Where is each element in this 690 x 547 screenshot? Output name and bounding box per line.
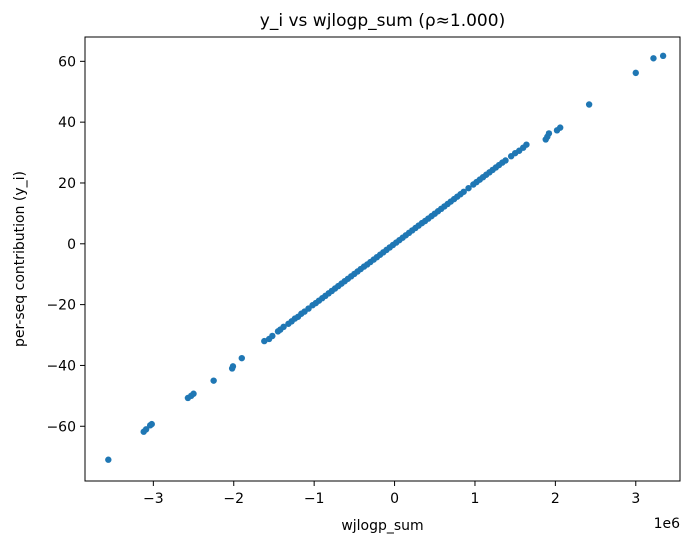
data-point	[210, 377, 217, 384]
data-point	[460, 188, 467, 195]
data-point	[545, 130, 553, 137]
y-tick-label: −20	[46, 298, 76, 314]
x-tick-label: −2	[223, 491, 244, 507]
data-point	[148, 420, 155, 428]
x-tick-label: −1	[304, 491, 325, 507]
y-axis-ticks: −60 −40 −20 0 20 40 60	[46, 54, 85, 435]
x-tick-label: 3	[631, 491, 640, 507]
y-axis-label: per-seq contribution (y_i)	[12, 171, 28, 347]
y-tick-label: 40	[58, 115, 76, 131]
data-point	[261, 337, 268, 345]
x-axis-label: wjlogp_sum	[341, 518, 423, 534]
data-point	[269, 332, 276, 340]
x-axis-ticks: −3 −2 −1 0 1 2 3	[143, 481, 640, 507]
data-point	[280, 323, 287, 331]
data-point	[632, 69, 639, 77]
data-point	[659, 52, 667, 60]
x-axis-offset-label: 1e6	[654, 516, 681, 532]
plot-frame	[84, 36, 681, 482]
x-tick-label: 0	[390, 491, 399, 507]
data-point	[557, 124, 564, 131]
data-point	[190, 390, 197, 397]
x-tick-label: 1	[471, 491, 480, 507]
data-point	[229, 363, 237, 370]
data-point	[238, 354, 245, 362]
data-point	[465, 184, 472, 192]
data-point	[650, 55, 657, 62]
x-tick-label: 2	[551, 491, 560, 507]
data-point	[105, 456, 112, 463]
y-tick-label: 0	[67, 237, 76, 253]
y-tick-label: −60	[46, 419, 76, 435]
chart-title: y_i vs wjlogp_sum (ρ≈1.000)	[260, 11, 505, 31]
data-point	[523, 141, 530, 148]
y-tick-label: −40	[46, 358, 76, 374]
data-point	[585, 101, 593, 108]
y-tick-label: 60	[58, 54, 76, 70]
data-point	[502, 157, 509, 164]
y-tick-label: 20	[58, 176, 76, 192]
x-tick-label: −3	[143, 491, 164, 507]
data-point	[142, 426, 150, 433]
plot-content	[105, 52, 667, 463]
